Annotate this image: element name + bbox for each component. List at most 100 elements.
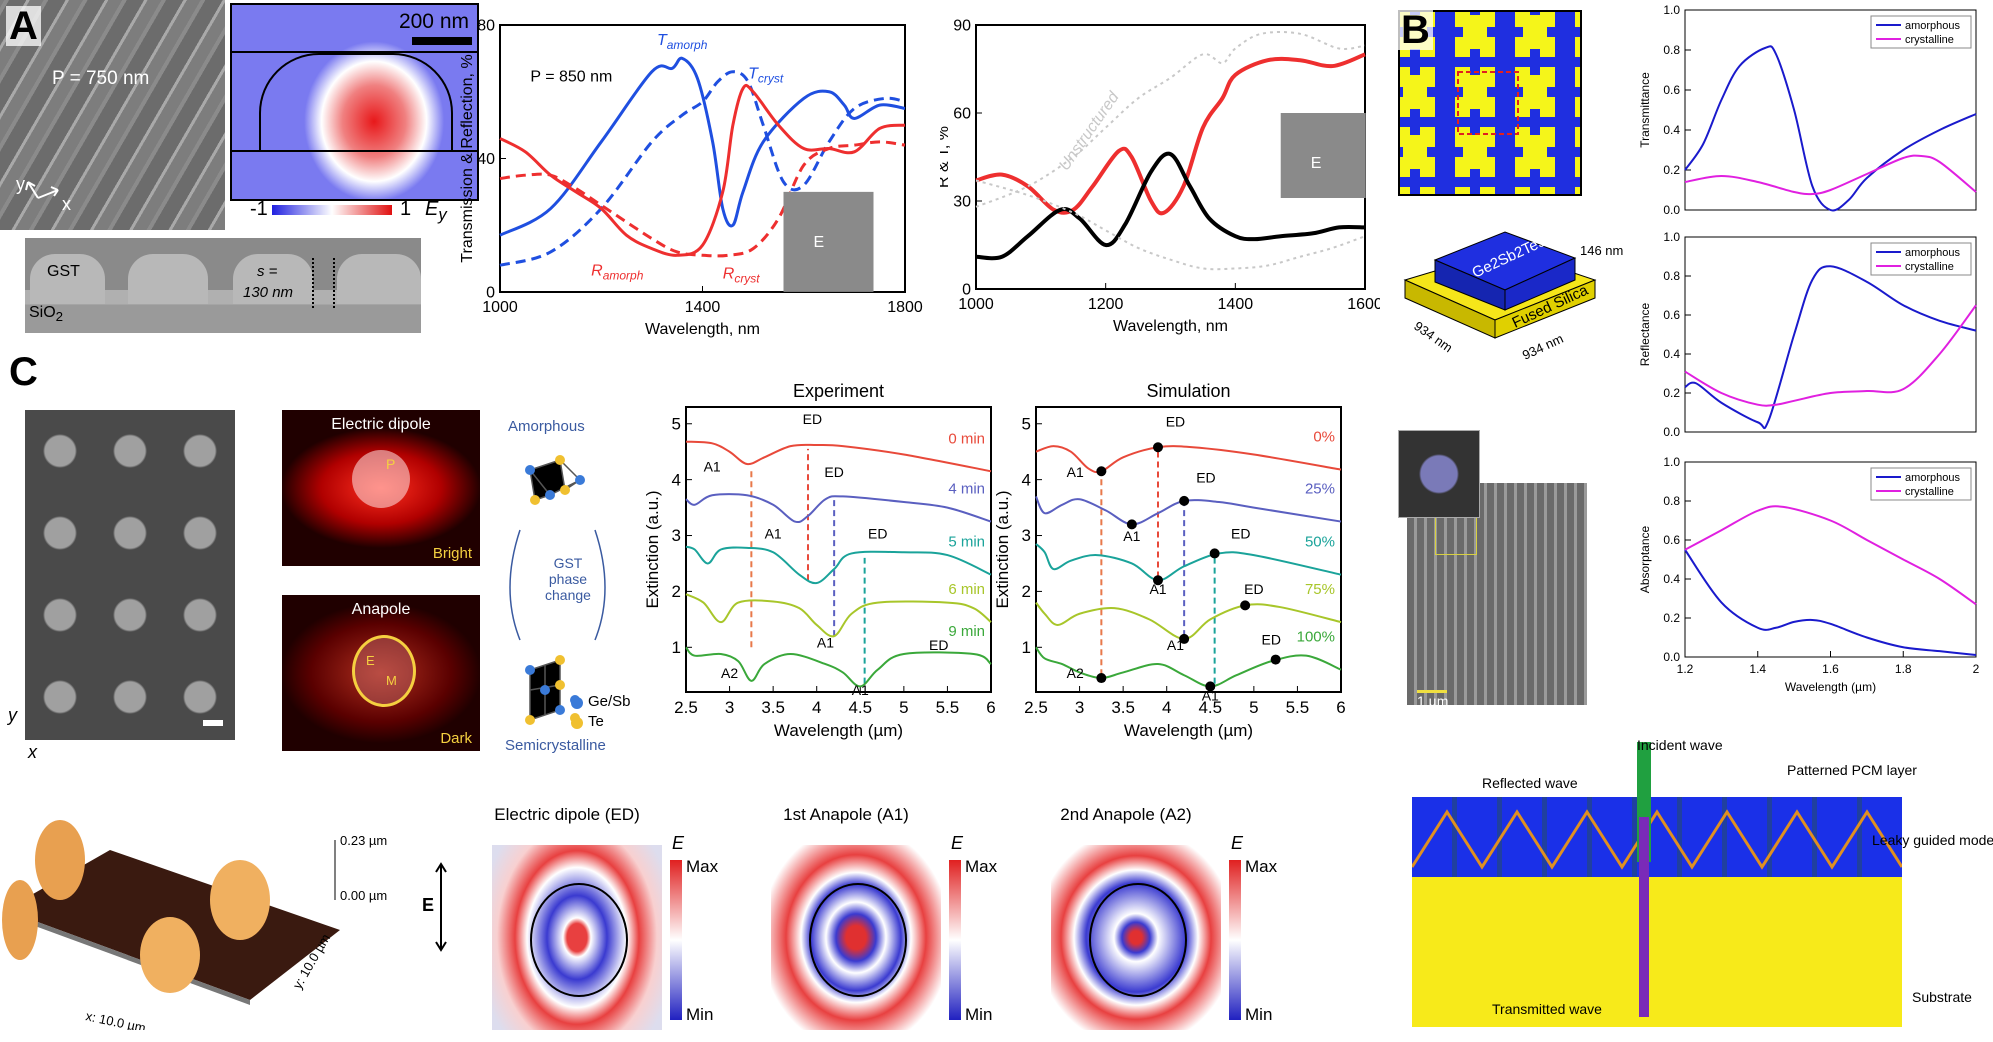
x-tick-label: 4 (1162, 698, 1171, 717)
series-line-crystalline (1684, 304, 1977, 407)
legend-entry: crystalline (1905, 34, 1954, 46)
series-line-Tamorph (499, 56, 906, 237)
sio2-label: SiO2 (29, 304, 63, 324)
series-line-3 (975, 179, 1366, 271)
mode-marker (1153, 442, 1163, 453)
afm-top-label: 0.23 µm (340, 833, 387, 848)
dark-label: Dark (440, 730, 472, 747)
y-tick-label: 30 (953, 193, 971, 210)
legend-dots (571, 697, 583, 729)
y-axis-label: Transmission & Reflection, % (459, 54, 476, 262)
mode-marker (1179, 495, 1190, 506)
map-min: Min (1245, 1005, 1273, 1024)
mode-label: A1 (817, 634, 834, 650)
mode-label: A2 (1067, 665, 1084, 681)
y-tick-label: 0.0 (1663, 650, 1680, 664)
x-tick-label: 1800 (887, 299, 923, 316)
legend-entry: crystalline (1905, 486, 1954, 498)
x-tick-label: 4 (812, 698, 821, 717)
mode-label: ED (929, 637, 948, 653)
series-label: 0% (1313, 429, 1335, 446)
mode-label: ED (1231, 525, 1250, 541)
y-tick-label: 0 (486, 284, 495, 301)
field-map-image (492, 845, 662, 1030)
series-line-amorphous (1684, 45, 1977, 212)
x-tick-label: 2 (1973, 662, 1980, 676)
y-tick-label: 5 (672, 414, 681, 433)
afm-3d-map: 0.23 µm 0.00 µm x: 10.0 µm y: 10.0 µm (2, 820, 387, 1030)
x-tick-label: 6 (986, 698, 995, 717)
y-tick-label: 0.8 (1663, 269, 1680, 283)
gap-label: s = (257, 263, 278, 280)
mode-marker (1153, 575, 1163, 586)
mode-label: ED (1196, 469, 1215, 485)
mode-marker (1240, 600, 1251, 611)
field-map-2: 2nd Anapole (A2) E Max Min (1031, 805, 1291, 1035)
series-line-Rcryst (499, 140, 906, 258)
x-tick-label: 1.6 (1822, 662, 1839, 676)
mode-label: A1 (1149, 581, 1166, 597)
inset-e-label: E (814, 234, 825, 251)
semicrystalline-label: Semicrystalline (505, 737, 606, 754)
series-label-sub: amorph (667, 38, 708, 52)
sem-grating-image: A P = 750 nm y x (0, 0, 225, 230)
y-tick-label: 4 (672, 470, 681, 489)
series-label: 50% (1305, 534, 1335, 551)
y-tick-label: 0.2 (1663, 386, 1680, 400)
inset-sem-image (783, 191, 874, 292)
chart-title: Experiment (793, 381, 884, 401)
mode-label: ED (803, 411, 822, 427)
transmitted-arrow (1639, 817, 1649, 1017)
period-label: P = 750 nm (52, 68, 150, 89)
mode-label: A1 (852, 682, 869, 698)
anapole-m: M (386, 673, 397, 688)
chart-absorptance: 1.2 1.4 1.6 1.8 2 0.0 0.2 0.4 0.6 0.8 1.0 Wavelengt… (1638, 455, 1980, 694)
y-tick-label: 2 (672, 582, 681, 601)
a-axis-y: y (16, 174, 25, 194)
electric-dipole-illustration: Electric dipole P Bright (282, 410, 480, 566)
y-tick-label: 0.4 (1663, 347, 1680, 361)
series-line-4-min (685, 493, 992, 524)
y-tick-label: 4 (1022, 470, 1031, 489)
y-tick-label: 0.8 (1663, 43, 1680, 57)
colorbar-label-e: E (425, 198, 439, 220)
inset-sem-image (1280, 113, 1366, 198)
transmitted-label: Transmitted wave (1492, 1001, 1602, 1017)
anapole-e: E (366, 653, 375, 668)
panel-label-c: C (6, 352, 41, 392)
y-tick-label: 60 (953, 105, 971, 122)
incident-label: Incident wave (1637, 737, 1723, 753)
series-line-1 (975, 151, 1366, 261)
series-label: 9 min (948, 623, 985, 640)
y-axis-label: Reflectance (1638, 302, 1652, 366)
mode-marker (1209, 548, 1220, 559)
series-line-9-min (685, 646, 992, 688)
x-tick-label: 2.5 (1024, 698, 1048, 717)
bright-label: Bright (432, 545, 472, 562)
series-line-amorphous (1684, 265, 1977, 430)
te-dot (571, 717, 583, 729)
plot-frame (685, 406, 992, 693)
field-map-ey: 200 nm (230, 3, 479, 201)
series-line-6-min (685, 593, 992, 638)
electric-dipole-title: Electric dipole (331, 416, 431, 433)
series-label: Rcryst (723, 266, 761, 286)
y-tick-label: 0.6 (1663, 83, 1680, 97)
series-line-amorphous (1684, 549, 1977, 657)
legend-gesb: Ge/Sb (588, 693, 631, 710)
field-map-image (1051, 845, 1221, 1030)
map-max: Max (686, 857, 719, 876)
amorphous-label: Amorphous (508, 418, 585, 435)
x-axis-label: Wavelength (µm) (774, 721, 903, 740)
efield-polarization-label: E (422, 895, 435, 915)
map-title: 1st Anapole (A1) (783, 805, 909, 824)
map-colorbar (1229, 860, 1241, 1020)
legend-box (1870, 242, 1972, 276)
pcm-label: Patterned PCM layer (1787, 762, 1917, 778)
schematic-overlay (1412, 742, 1902, 1017)
x-tick-label: 5 (1249, 698, 1258, 717)
y-tick-label: 80 (477, 17, 495, 34)
unstructured-label: Unstructured (1056, 88, 1123, 174)
x-tick-label: 1000 (482, 299, 518, 316)
sio2-sub: 2 (55, 309, 64, 325)
